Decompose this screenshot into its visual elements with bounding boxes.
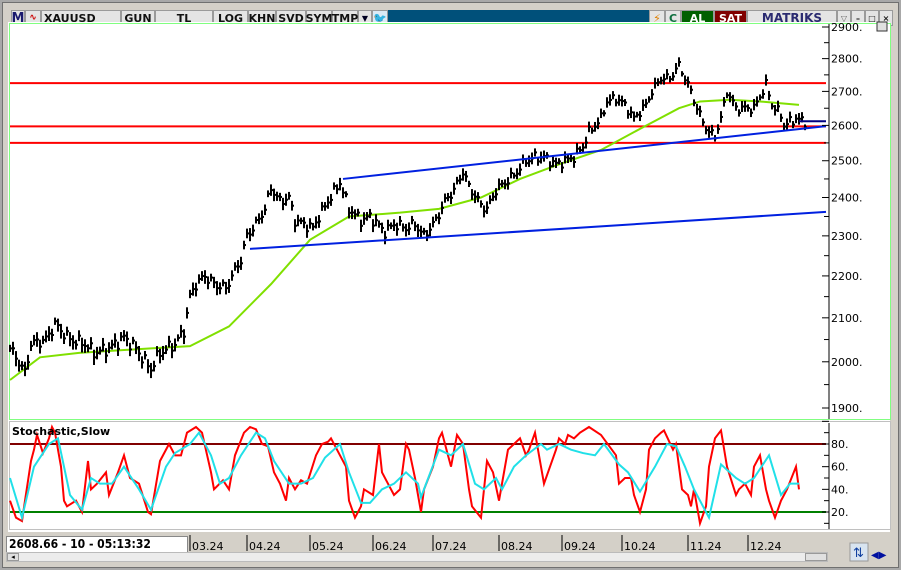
time-axis-label: 11.24 <box>690 540 722 553</box>
stochastic-panel-border <box>9 421 891 530</box>
time-axis-label: 08.24 <box>501 540 533 553</box>
panel-maximize-icon[interactable] <box>876 21 888 32</box>
time-axis-label: 12.24 <box>750 540 782 553</box>
price-axis-label: 2300. <box>831 230 863 243</box>
time-axis-label: 07.24 <box>435 540 467 553</box>
time-axis-label: 05.24 <box>312 540 344 553</box>
time-axis-label: 04.24 <box>249 540 281 553</box>
time-axis-label: 09.24 <box>564 540 596 553</box>
time-axis-label: 03.24 <box>192 540 224 553</box>
scroll-thumb[interactable] <box>805 553 827 561</box>
stochastic-axis-label: 20. <box>831 506 849 519</box>
trend-line <box>342 125 827 180</box>
price-axis-label: 1900. <box>831 402 863 415</box>
price-axis-label: 2800. <box>831 53 863 66</box>
price-axis-label: 2400. <box>831 192 863 205</box>
stochastic-axis-label: 80. <box>831 438 849 451</box>
stochastic-title: Stochastic,Slow <box>12 425 110 438</box>
time-axis-label: 10.24 <box>624 540 656 553</box>
sync-icon: ⇅ <box>853 546 864 561</box>
sync-button[interactable] <box>849 542 869 562</box>
price-axis-label: 2100. <box>831 312 863 325</box>
scroll-left-button[interactable]: ◂ <box>7 553 19 561</box>
price-panel-border <box>9 23 891 420</box>
stochastic-axis-label: 40. <box>831 483 849 496</box>
price-axis-label: 2200. <box>831 270 863 283</box>
price-axis-label: 2000. <box>831 356 863 369</box>
stochastic-d-line <box>9 430 799 522</box>
price-axis-label: 2700. <box>831 85 863 98</box>
time-axis-label: 06.24 <box>375 540 407 553</box>
horizontal-scrollbar[interactable]: ◂ <box>6 552 828 562</box>
trend-line <box>249 210 827 250</box>
scroll-left-right-icon[interactable]: ◀▶ <box>871 550 887 561</box>
cursor-readout: 2608.66 - 10 - 05:13:32 <box>6 536 188 553</box>
price-axis-label: 2500. <box>831 155 863 168</box>
price-axis-label: 2900. <box>831 21 863 34</box>
price-axis-label: 2600. <box>831 119 863 132</box>
stochastic-axis-label: 60. <box>831 461 849 474</box>
